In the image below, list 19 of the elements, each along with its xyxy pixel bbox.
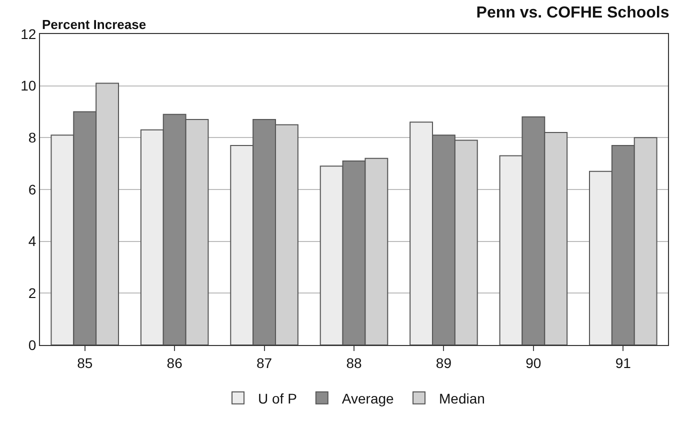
chart-title: Penn vs. COFHE Schools bbox=[476, 4, 670, 22]
x-tick-label: 88 bbox=[346, 354, 362, 371]
x-tick-label: 90 bbox=[526, 354, 542, 371]
legend-label: Median bbox=[439, 390, 485, 406]
legend-label: U of P bbox=[258, 390, 297, 406]
x-tick-label: 85 bbox=[77, 354, 93, 371]
y-tick-label: 6 bbox=[28, 181, 36, 198]
x-tick-label: 87 bbox=[256, 354, 272, 371]
x-tick-label: 86 bbox=[166, 354, 183, 371]
x-tick-label: 91 bbox=[615, 354, 632, 371]
y-tick-label: 4 bbox=[28, 233, 36, 250]
y-tick-label: 0 bbox=[28, 336, 36, 353]
y-tick-label: 8 bbox=[28, 130, 36, 146]
y-tick-label: 12 bbox=[20, 26, 36, 42]
y-axis-title: Percent Increase bbox=[42, 17, 146, 32]
y-tick-label: 10 bbox=[20, 78, 36, 94]
x-tick-label: 89 bbox=[436, 354, 452, 371]
legend-label: Average bbox=[342, 390, 394, 406]
y-tick-label: 2 bbox=[28, 285, 36, 302]
